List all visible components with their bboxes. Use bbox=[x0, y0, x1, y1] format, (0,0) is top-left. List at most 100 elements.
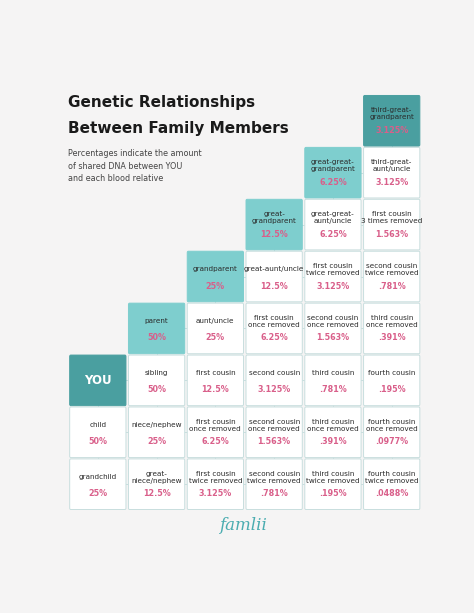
Text: aunt/uncle: aunt/uncle bbox=[196, 318, 235, 324]
FancyBboxPatch shape bbox=[364, 96, 420, 146]
FancyBboxPatch shape bbox=[187, 407, 244, 457]
FancyBboxPatch shape bbox=[128, 355, 185, 406]
Text: fourth cousin
twice removed: fourth cousin twice removed bbox=[365, 471, 419, 484]
Text: 6.25%: 6.25% bbox=[319, 230, 347, 238]
FancyBboxPatch shape bbox=[305, 407, 361, 457]
Text: parent: parent bbox=[145, 318, 168, 324]
Text: great-great-
grandparent: great-great- grandparent bbox=[310, 159, 356, 172]
Text: third-great-
grandparent: third-great- grandparent bbox=[369, 107, 414, 120]
Text: grandchild: grandchild bbox=[79, 474, 117, 480]
Text: famlii: famlii bbox=[219, 517, 267, 534]
Text: .781%: .781% bbox=[319, 386, 347, 394]
Text: Between Family Members: Between Family Members bbox=[68, 121, 289, 135]
Text: .781%: .781% bbox=[260, 489, 288, 498]
Text: first cousin
3 times removed: first cousin 3 times removed bbox=[361, 211, 422, 224]
FancyBboxPatch shape bbox=[246, 303, 302, 354]
FancyBboxPatch shape bbox=[187, 459, 244, 509]
Text: 1.563%: 1.563% bbox=[316, 333, 349, 343]
Text: .195%: .195% bbox=[319, 489, 347, 498]
Text: first cousin
once removed: first cousin once removed bbox=[248, 315, 300, 328]
FancyBboxPatch shape bbox=[128, 459, 185, 509]
Text: 25%: 25% bbox=[88, 489, 108, 498]
Text: niece/nephew: niece/nephew bbox=[131, 422, 182, 428]
Text: third cousin
once removed: third cousin once removed bbox=[366, 315, 418, 328]
Text: second cousin
once removed: second cousin once removed bbox=[307, 315, 359, 328]
Text: 50%: 50% bbox=[147, 386, 166, 394]
Text: 6.25%: 6.25% bbox=[201, 437, 229, 446]
FancyBboxPatch shape bbox=[364, 199, 420, 250]
Text: 25%: 25% bbox=[206, 333, 225, 343]
Text: first cousin
twice removed: first cousin twice removed bbox=[189, 471, 242, 484]
FancyBboxPatch shape bbox=[364, 459, 420, 509]
Text: third-great-
aunt/uncle: third-great- aunt/uncle bbox=[371, 159, 412, 172]
FancyBboxPatch shape bbox=[246, 251, 302, 302]
Text: great-
niece/nephew: great- niece/nephew bbox=[131, 471, 182, 484]
Text: 12.5%: 12.5% bbox=[260, 230, 288, 238]
Text: second cousin
once removed: second cousin once removed bbox=[248, 419, 300, 432]
Text: 6.25%: 6.25% bbox=[260, 333, 288, 343]
Text: first cousin
once removed: first cousin once removed bbox=[190, 419, 241, 432]
FancyBboxPatch shape bbox=[246, 199, 302, 250]
FancyBboxPatch shape bbox=[187, 303, 244, 354]
FancyBboxPatch shape bbox=[128, 303, 185, 354]
FancyBboxPatch shape bbox=[305, 355, 361, 406]
FancyBboxPatch shape bbox=[246, 459, 302, 509]
FancyBboxPatch shape bbox=[305, 251, 361, 302]
FancyBboxPatch shape bbox=[70, 355, 126, 406]
FancyBboxPatch shape bbox=[305, 459, 361, 509]
Text: 3.125%: 3.125% bbox=[257, 386, 291, 394]
Text: 3.125%: 3.125% bbox=[199, 489, 232, 498]
Text: .391%: .391% bbox=[319, 437, 347, 446]
Text: great-
grandparent: great- grandparent bbox=[252, 211, 297, 224]
Text: third cousin: third cousin bbox=[312, 370, 354, 376]
Text: grandparent: grandparent bbox=[193, 267, 238, 272]
Text: 12.5%: 12.5% bbox=[201, 386, 229, 394]
Text: 1.563%: 1.563% bbox=[257, 437, 291, 446]
Text: 25%: 25% bbox=[206, 281, 225, 291]
Text: second cousin
twice removed: second cousin twice removed bbox=[365, 263, 419, 276]
Text: .0488%: .0488% bbox=[375, 489, 409, 498]
Text: .0977%: .0977% bbox=[375, 437, 408, 446]
Text: 25%: 25% bbox=[147, 437, 166, 446]
Text: third cousin
once removed: third cousin once removed bbox=[307, 419, 359, 432]
Text: great-great-
aunt/uncle: great-great- aunt/uncle bbox=[311, 211, 355, 224]
FancyBboxPatch shape bbox=[246, 407, 302, 457]
Text: 1.563%: 1.563% bbox=[375, 230, 408, 238]
FancyBboxPatch shape bbox=[364, 147, 420, 198]
FancyBboxPatch shape bbox=[128, 407, 185, 457]
Text: 3.125%: 3.125% bbox=[375, 126, 408, 135]
Text: 12.5%: 12.5% bbox=[143, 489, 171, 498]
Text: fourth cousin
once removed: fourth cousin once removed bbox=[366, 419, 418, 432]
Text: .195%: .195% bbox=[378, 386, 406, 394]
Text: .391%: .391% bbox=[378, 333, 406, 343]
FancyBboxPatch shape bbox=[187, 251, 244, 302]
Text: great-aunt/uncle: great-aunt/uncle bbox=[244, 267, 304, 272]
FancyBboxPatch shape bbox=[187, 355, 244, 406]
FancyBboxPatch shape bbox=[364, 251, 420, 302]
Text: Percentages indicate the amount
of shared DNA between YOU
and each blood relativ: Percentages indicate the amount of share… bbox=[68, 149, 202, 183]
Text: 50%: 50% bbox=[147, 333, 166, 343]
Text: sibling: sibling bbox=[145, 370, 168, 376]
Text: fourth cousin: fourth cousin bbox=[368, 370, 415, 376]
FancyBboxPatch shape bbox=[364, 303, 420, 354]
Text: YOU: YOU bbox=[84, 374, 112, 387]
Text: second cousin: second cousin bbox=[248, 370, 300, 376]
Text: third cousin
twice removed: third cousin twice removed bbox=[306, 471, 360, 484]
Text: second cousin
twice removed: second cousin twice removed bbox=[247, 471, 301, 484]
FancyBboxPatch shape bbox=[364, 407, 420, 457]
Text: first cousin: first cousin bbox=[196, 370, 235, 376]
FancyBboxPatch shape bbox=[246, 355, 302, 406]
FancyBboxPatch shape bbox=[70, 459, 126, 509]
FancyBboxPatch shape bbox=[305, 147, 361, 198]
FancyBboxPatch shape bbox=[305, 303, 361, 354]
Text: 50%: 50% bbox=[88, 437, 107, 446]
FancyBboxPatch shape bbox=[305, 199, 361, 250]
Text: child: child bbox=[89, 422, 106, 428]
Text: first cousin
twice removed: first cousin twice removed bbox=[306, 263, 360, 276]
Text: 3.125%: 3.125% bbox=[316, 281, 349, 291]
FancyBboxPatch shape bbox=[70, 407, 126, 457]
FancyBboxPatch shape bbox=[364, 355, 420, 406]
Text: 12.5%: 12.5% bbox=[260, 281, 288, 291]
Text: 6.25%: 6.25% bbox=[319, 178, 347, 187]
Text: Genetic Relationships: Genetic Relationships bbox=[68, 95, 255, 110]
